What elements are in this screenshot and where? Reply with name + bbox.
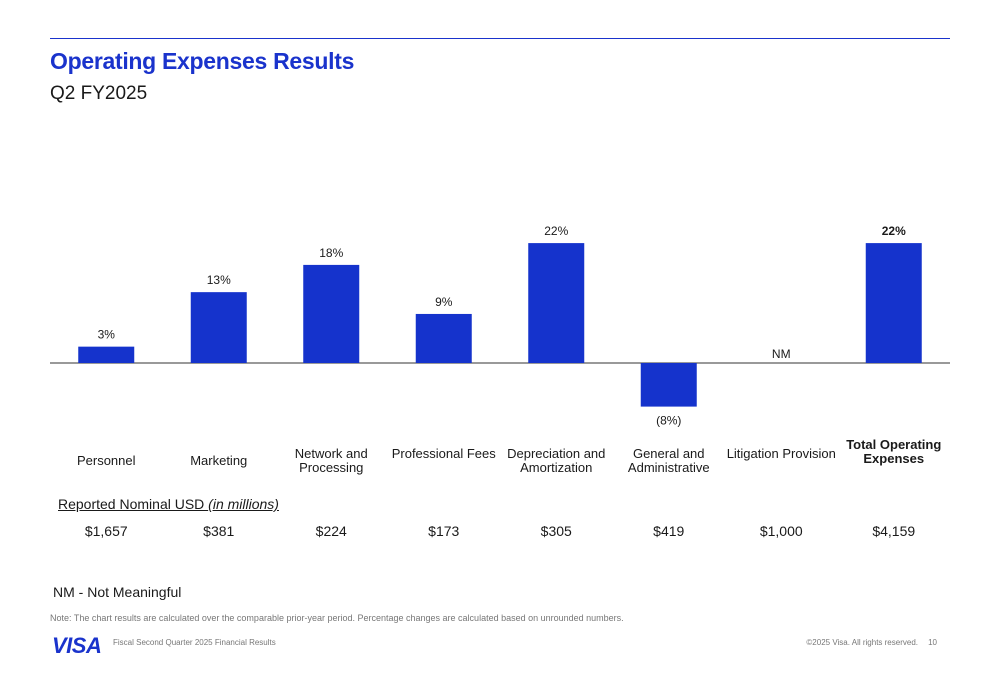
bar-2 — [303, 264, 360, 363]
data-label-7: 22% — [882, 224, 906, 238]
top-rule — [50, 38, 950, 39]
data-label-1: 13% — [207, 273, 231, 287]
category-label-5: General and Administrative — [627, 446, 710, 475]
table-caption: Reported Nominal USD (in millions) — [58, 496, 279, 512]
category-label-7: Total Operating Expenses — [846, 437, 942, 466]
reported-value-7: $4,159 — [872, 523, 916, 539]
category-label-0: Personnel — [76, 453, 136, 468]
bar-1 — [190, 292, 247, 363]
reported-value-3: $173 — [428, 523, 460, 539]
reported-value-5: $419 — [653, 523, 685, 539]
page-subtitle: Q2 FY2025 — [50, 83, 148, 104]
reported-value-2: $224 — [315, 523, 347, 539]
chart-note: Note: The chart results are calculated o… — [50, 613, 624, 623]
data-label-0: 3% — [98, 328, 116, 342]
page-title: Operating Expenses Results — [50, 48, 355, 74]
bar-7 — [865, 243, 922, 363]
data-label-3: 9% — [435, 295, 453, 309]
visa-logo: VISA — [52, 633, 102, 658]
bar-4 — [528, 243, 585, 363]
reported-value-6: $1,000 — [759, 523, 803, 539]
footer-copyright: ©2025 Visa. All rights reserved. — [806, 638, 918, 647]
data-label-6: NM — [772, 347, 791, 361]
nm-footnote: NM - Not Meaningful — [53, 584, 182, 600]
reported-value-4: $305 — [540, 523, 572, 539]
data-label-5: (8%) — [656, 414, 681, 428]
page-number: 10 — [928, 638, 937, 647]
footer-title: Fiscal Second Quarter 2025 Financial Res… — [113, 638, 276, 647]
reported-value-0: $1,657 — [84, 523, 128, 539]
category-label-1: Marketing — [190, 453, 248, 468]
category-label-2: Network and Processing — [294, 446, 368, 475]
category-label-3: Professional Fees — [391, 446, 496, 461]
data-label-4: 22% — [544, 224, 568, 238]
bar-3 — [415, 313, 472, 363]
data-label-2: 18% — [319, 246, 343, 260]
category-label-4: Depreciation and Amortization — [507, 446, 606, 475]
bar-5 — [640, 363, 697, 407]
bar-0 — [78, 346, 135, 363]
reported-value-1: $381 — [203, 523, 235, 539]
category-label-6: Litigation Provision — [726, 446, 836, 461]
